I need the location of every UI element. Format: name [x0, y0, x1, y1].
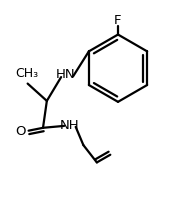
Text: CH₃: CH₃ — [15, 67, 38, 80]
Text: HN: HN — [56, 68, 76, 81]
Text: F: F — [114, 14, 122, 27]
Text: NH: NH — [60, 119, 80, 132]
Text: O: O — [16, 125, 26, 138]
